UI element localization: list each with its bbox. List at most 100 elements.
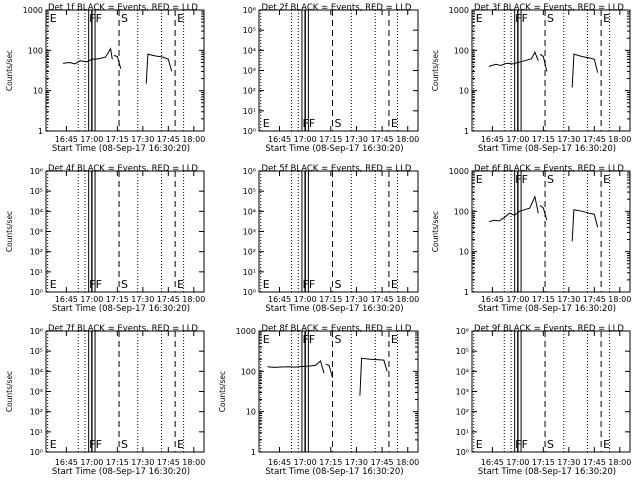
x-axis-label: Start Time (08-Sep-17 16:30:20) (478, 304, 616, 314)
y-tick-label: 10⁴ (456, 367, 469, 376)
x-tick-label: 17:45 (371, 458, 394, 467)
y-tick-label: 10⁴ (243, 207, 256, 216)
marker-label: E (391, 117, 398, 130)
y-tick-label: 1000 (236, 327, 256, 336)
y-tick-label: 10⁶ (30, 327, 43, 336)
y-tick-label: 10⁵ (30, 347, 43, 356)
y-tick-label: 10² (243, 248, 256, 257)
y-tick-label: 100 (241, 367, 256, 376)
panel-7: Det 7f BLACK = Events, RED = LLD E F F S E 10⁰… (5, 324, 205, 477)
y-axis-label: Counts/sec (218, 371, 227, 412)
x-tick-label: 16:45 (55, 295, 78, 304)
y-tick-label: 10⁵ (30, 187, 43, 196)
marker-label: S (335, 278, 342, 291)
x-tick-label: 18:00 (182, 295, 205, 304)
y-axis-label: Counts/sec (431, 50, 440, 91)
x-axis-label: Start Time (08-Sep-17 16:30:20) (52, 304, 190, 314)
panel-4: Det 4f BLACK = Events, RED = LLD E F F S E 10⁰… (5, 164, 205, 314)
x-tick-label: 17:45 (157, 135, 180, 144)
marker-label: S (335, 117, 342, 130)
x-tick-label: 17:00 (506, 135, 529, 144)
marker-label: E (177, 12, 184, 25)
series-line (62, 47, 113, 65)
marker-label: E (603, 438, 610, 451)
series-line (145, 53, 173, 84)
panel-title: Det 3f BLACK = Events, RED = LLD (474, 3, 624, 13)
y-tick-label: 10¹ (30, 268, 43, 277)
x-axis-label: Start Time (08-Sep-17 16:30:20) (52, 467, 190, 477)
y-tick-label: 10⁰ (456, 448, 469, 457)
series-line (267, 360, 325, 374)
marker-label: F (515, 173, 521, 186)
x-tick-label: 17:00 (80, 295, 103, 304)
marker-label: F (96, 12, 102, 25)
x-axis-label: Start Time (08-Sep-17 16:30:20) (265, 144, 403, 154)
x-tick-label: 17:15 (319, 135, 342, 144)
marker-label: E (50, 278, 57, 291)
x-axis-label: Start Time (08-Sep-17 16:30:20) (478, 467, 616, 477)
marker-label: E (263, 333, 270, 346)
x-tick-label: 17:30 (557, 135, 580, 144)
marker-label: E (603, 12, 610, 25)
x-tick-label: 18:00 (396, 295, 419, 304)
y-axis-label: Counts/sec (431, 211, 440, 252)
x-tick-label: 17:30 (557, 458, 580, 467)
x-tick-label: 17:45 (583, 135, 606, 144)
marker-label: F (89, 12, 95, 25)
x-tick-label: 17:00 (506, 458, 529, 467)
y-tick-label: 10⁶ (30, 167, 43, 176)
x-tick-label: 17:00 (80, 135, 103, 144)
axes-box (471, 9, 631, 132)
x-tick-label: 17:00 (294, 135, 317, 144)
marker-label: F (302, 117, 308, 130)
y-tick-label: 10⁶ (243, 167, 256, 176)
marker-label: F (515, 438, 521, 451)
y-tick-label: 10¹ (243, 268, 256, 277)
x-tick-label: 16:45 (55, 135, 78, 144)
panel-2: Det 2f BLACK = Events, RED = LLD E F F S E 10⁰… (243, 3, 420, 154)
series-line (488, 195, 539, 223)
y-tick-label: 10³ (243, 228, 256, 237)
series-line (488, 51, 539, 67)
y-tick-label: 10³ (243, 67, 256, 76)
y-tick-label: 10¹ (30, 428, 43, 437)
marker-label: F (522, 438, 528, 451)
y-tick-label: 10² (243, 87, 256, 96)
y-tick-label: 10¹ (456, 428, 469, 437)
marker-label: E (263, 117, 270, 130)
x-tick-label: 17:30 (557, 295, 580, 304)
marker-label: S (335, 333, 342, 346)
x-tick-label: 16:45 (481, 295, 504, 304)
y-axis-label: Counts/sec (5, 371, 14, 412)
marker-label: F (96, 278, 102, 291)
y-tick-label: 1 (464, 288, 469, 297)
y-tick-label: 10¹ (243, 107, 256, 116)
marker-label: E (50, 438, 57, 451)
panel-title: Det 6f BLACK = Events, RED = LLD (474, 164, 624, 174)
y-tick-label: 10⁰ (30, 448, 43, 457)
marker-label: F (309, 333, 315, 346)
y-tick-label: 10² (456, 408, 469, 417)
series-line (571, 209, 599, 242)
x-tick-label: 18:00 (182, 135, 205, 144)
marker-label: F (89, 278, 95, 291)
y-tick-label: 10 (33, 87, 43, 96)
y-axis-label: Counts/sec (5, 50, 14, 91)
series-line (113, 54, 122, 69)
marker-label: F (522, 173, 528, 186)
y-axis-label: Counts/sec (5, 211, 14, 252)
panel-title: Det 4f BLACK = Events, RED = LLD (48, 164, 198, 174)
y-tick-label: 10³ (456, 388, 469, 397)
x-tick-label: 17:00 (294, 458, 317, 467)
x-tick-label: 17:45 (583, 458, 606, 467)
x-tick-label: 17:30 (131, 458, 154, 467)
x-tick-label: 17:15 (106, 295, 129, 304)
marker-label: E (177, 278, 184, 291)
marker-label: F (515, 12, 521, 25)
x-tick-label: 17:15 (319, 458, 342, 467)
y-tick-label: 1000 (449, 167, 469, 176)
y-tick-label: 10⁵ (456, 347, 469, 356)
x-axis-label: Start Time (08-Sep-17 16:30:20) (52, 144, 190, 154)
y-tick-label: 100 (454, 207, 469, 216)
